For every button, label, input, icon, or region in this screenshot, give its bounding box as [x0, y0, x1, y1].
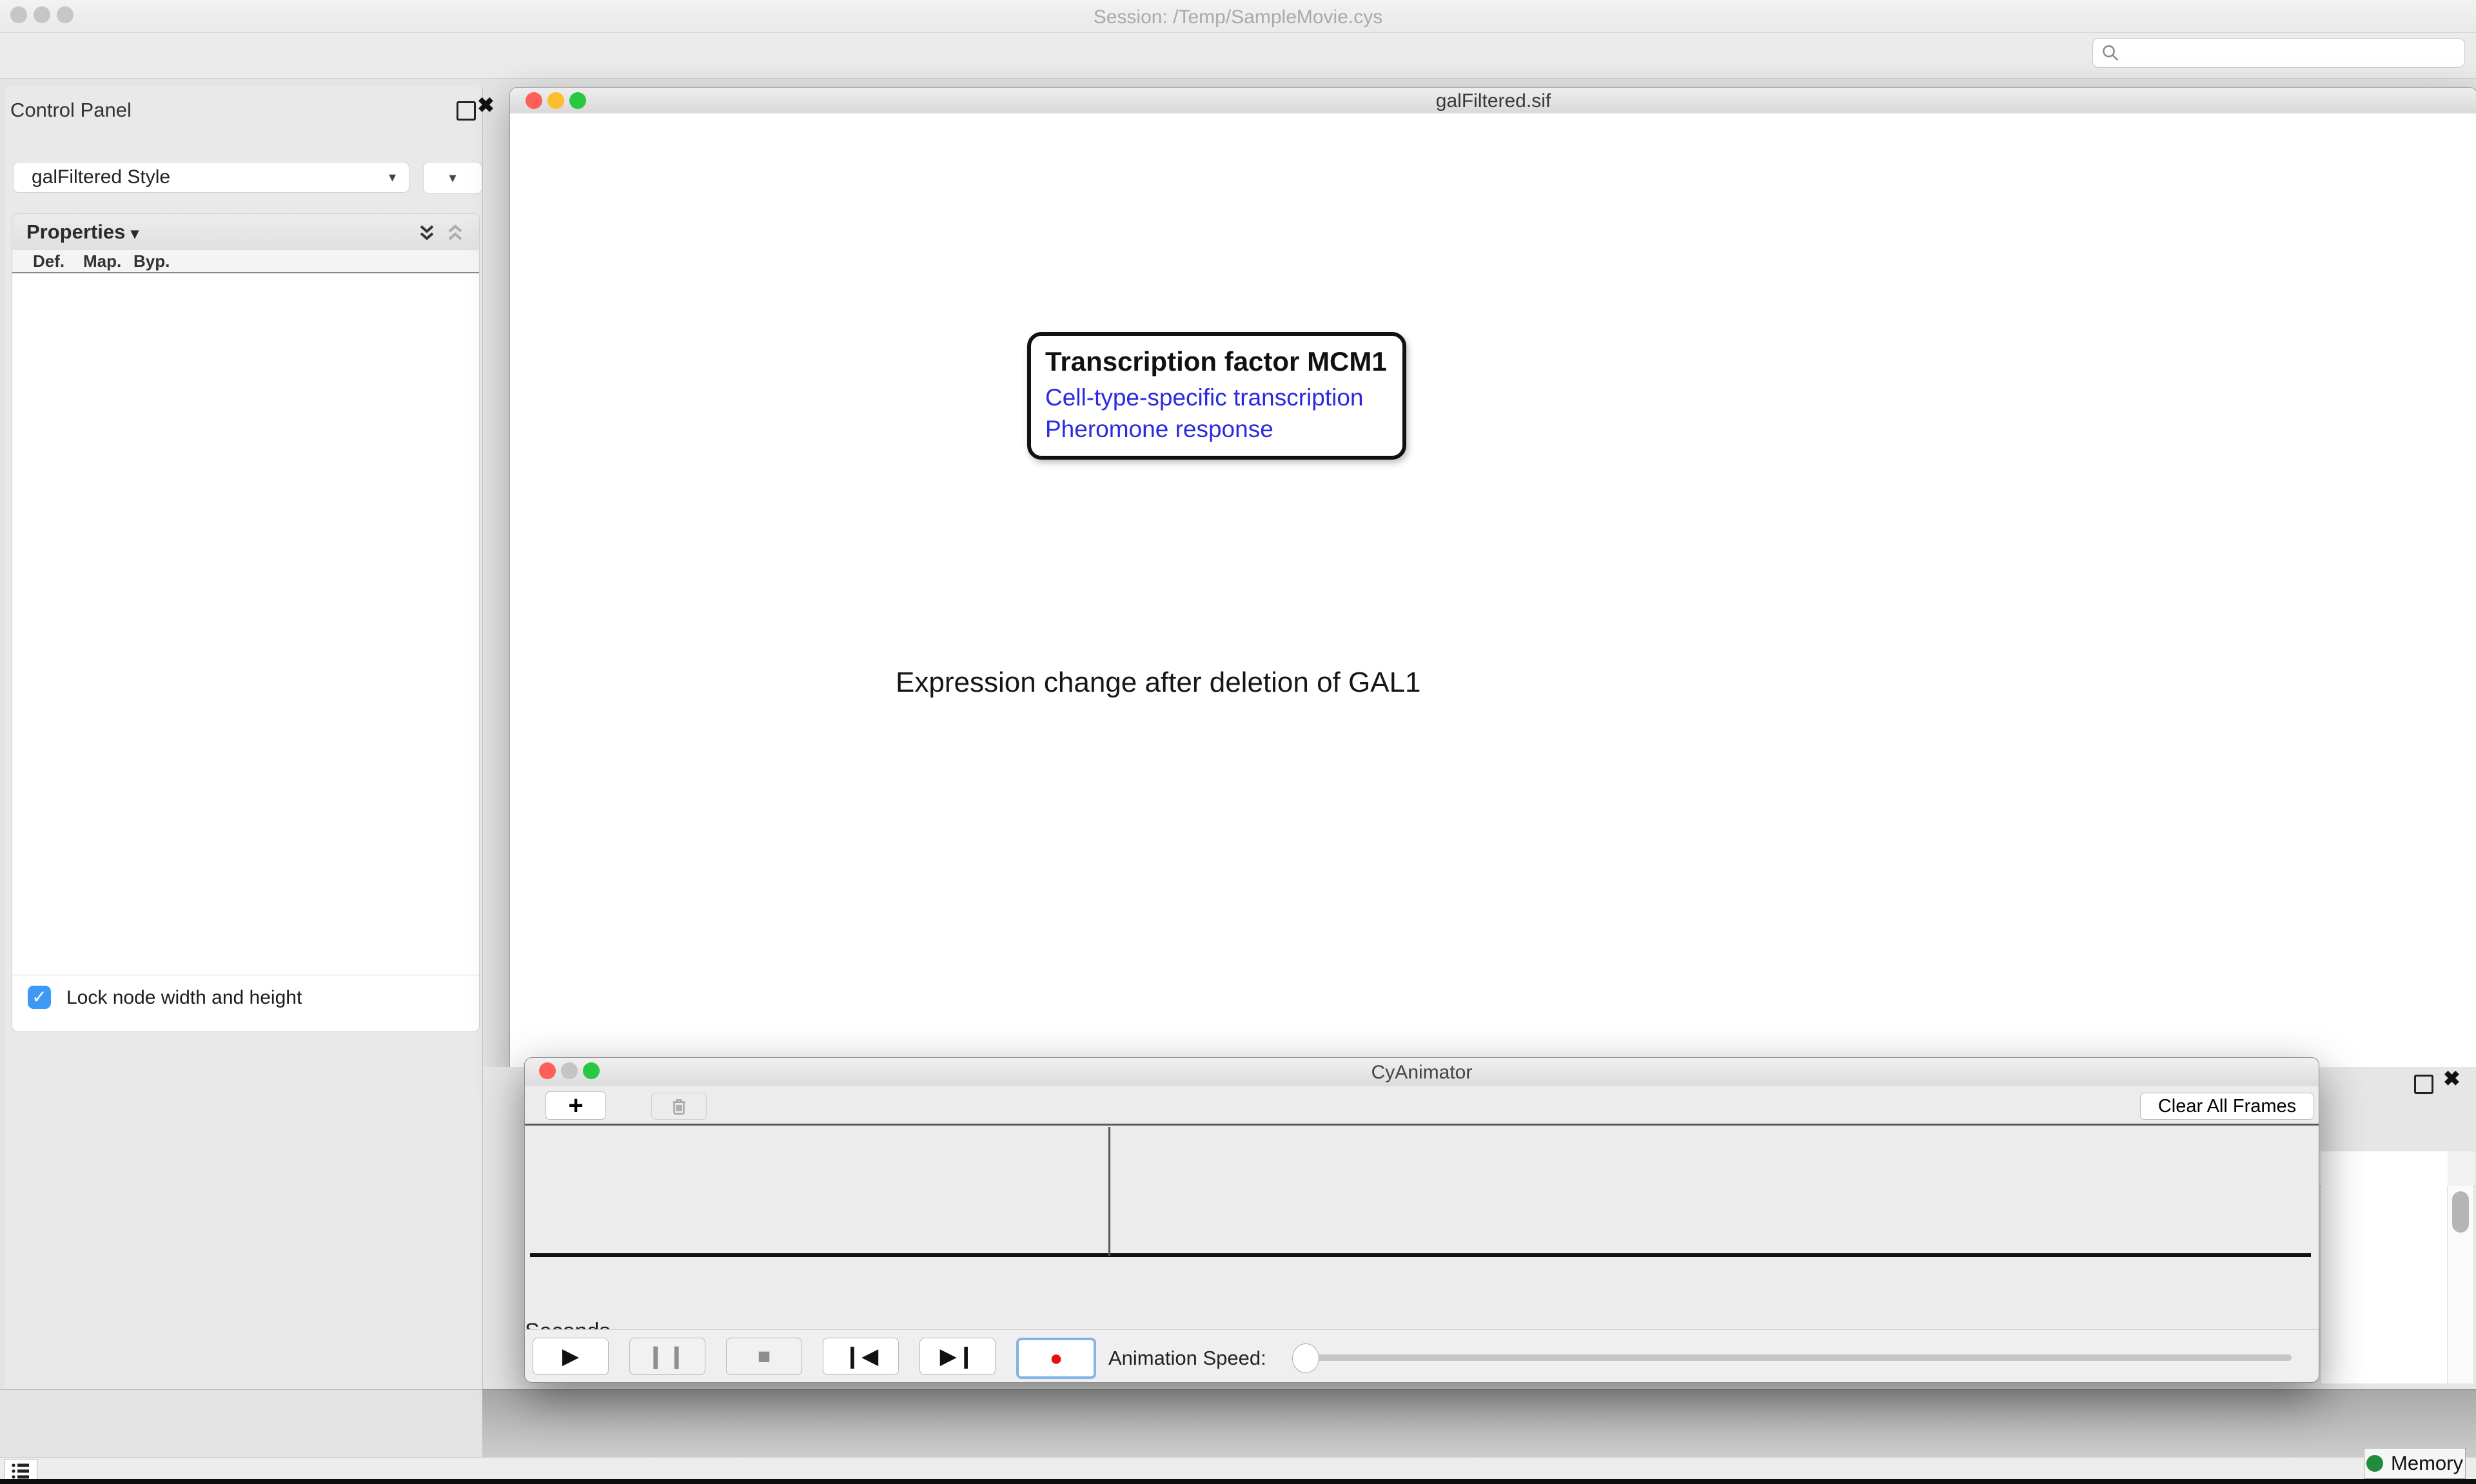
search-icon: [2103, 45, 2119, 61]
cyanimator-title: CyAnimator: [1371, 1062, 1473, 1083]
lock-checkbox[interactable]: ✓: [28, 986, 51, 1009]
pause-button[interactable]: ❙❙: [629, 1338, 705, 1375]
close-window-button[interactable]: [10, 6, 27, 23]
properties-column-header: Def. Map. Byp.: [12, 250, 479, 273]
status-bar: [0, 1457, 2476, 1479]
close-panel-icon[interactable]: ✖: [477, 93, 495, 117]
memory-status-icon: [2366, 1455, 2384, 1472]
skip-forward-button[interactable]: ▶❙: [919, 1338, 996, 1375]
maximize-icon[interactable]: [569, 92, 586, 109]
collapse-all-icon[interactable]: [444, 222, 466, 247]
control-panel-title: Control Panel: [10, 99, 132, 121]
network-caption: Expression change after deletion of GAL1: [896, 667, 1421, 698]
style-selector[interactable]: galFiltered Style ▾: [13, 162, 409, 193]
scrollbar-thumb[interactable]: [2452, 1191, 2469, 1233]
animation-speed-slider[interactable]: [1292, 1343, 2292, 1373]
minimize-window-button[interactable]: [34, 6, 50, 23]
close-icon[interactable]: [539, 1062, 556, 1079]
network-canvas[interactable]: Transcription factor MCM1 Cell-type-spec…: [510, 113, 2476, 1068]
control-panel-bottom: [0, 1389, 482, 1458]
chevron-down-icon: ▾: [388, 169, 396, 185]
lock-checkbox-label: Lock node width and height: [66, 987, 302, 1008]
memory-label: Memory: [2391, 1452, 2463, 1474]
minimize-icon[interactable]: [547, 92, 564, 109]
main-titlebar: Session: /Temp/SampleMovie.cys: [0, 0, 2476, 33]
annotation-link-2[interactable]: Pheromone response: [1045, 415, 1273, 442]
maximize-icon[interactable]: [583, 1062, 600, 1079]
skip-back-button[interactable]: ❙◀: [823, 1338, 899, 1375]
timeline-playhead[interactable]: [1108, 1127, 1110, 1256]
screen-edge: [0, 1479, 2476, 1484]
style-options-button[interactable]: ▾: [423, 162, 482, 194]
float-panel-icon[interactable]: [457, 101, 476, 121]
properties-header[interactable]: Properties ▾: [12, 214, 479, 251]
network-window-title: galFiltered.sif: [1435, 90, 1551, 112]
close-icon[interactable]: [526, 92, 542, 109]
expand-all-icon[interactable]: [416, 222, 438, 247]
annotation-box[interactable]: Transcription factor MCM1 Cell-type-spec…: [1027, 332, 1406, 460]
network-window: galFiltered.sif Transcription factor MCM…: [509, 87, 2476, 1068]
timeline-ruler: [530, 1253, 2311, 1257]
cyanimator-controls: ▶ ❙❙ ■ ❙◀ ▶❙ ● Animation Speed:: [525, 1329, 2319, 1382]
search-box[interactable]: [2092, 38, 2465, 68]
list-icon: [12, 1463, 29, 1479]
clear-all-frames-button[interactable]: Clear All Frames: [2140, 1093, 2314, 1120]
table-scrollbar[interactable]: [2447, 1186, 2473, 1383]
cyanimator-timeline[interactable]: Seconds: [525, 1126, 2319, 1343]
annotation-link-1[interactable]: Cell-type-specific transcription: [1045, 384, 1364, 411]
lock-row: ✓ Lock node width and height: [12, 975, 479, 1020]
table-body: [2321, 1151, 2448, 1383]
delete-frame-button[interactable]: [651, 1093, 707, 1120]
session-title: Session: /Temp/SampleMovie.cys: [1093, 6, 1383, 28]
close-table-icon[interactable]: ✖: [2443, 1067, 2461, 1090]
table-tab-bar: [482, 1389, 2476, 1458]
minimize-icon[interactable]: [561, 1062, 578, 1079]
animation-speed-label: Animation Speed:: [1108, 1347, 1266, 1369]
search-input[interactable]: [2120, 42, 2445, 64]
cyanimator-toolbar: + Clear All Frames: [525, 1086, 2319, 1126]
add-frame-button[interactable]: +: [545, 1091, 606, 1120]
memory-button[interactable]: Memory: [2364, 1448, 2466, 1479]
main-toolbar: [0, 33, 2476, 79]
cyanimator-titlebar[interactable]: CyAnimator: [525, 1058, 2319, 1087]
cyanimator-window: CyAnimator + Clear All Frames Seconds ▶ …: [524, 1057, 2319, 1383]
float-table-icon[interactable]: [2414, 1075, 2433, 1094]
play-button[interactable]: ▶: [533, 1338, 609, 1375]
slider-thumb[interactable]: [1292, 1343, 1319, 1373]
annotation-title: Transcription factor MCM1: [1045, 346, 1387, 376]
record-button[interactable]: ●: [1016, 1338, 1096, 1379]
trash-icon: [673, 1099, 685, 1115]
stop-button[interactable]: ■: [726, 1338, 802, 1375]
network-window-titlebar[interactable]: galFiltered.sif: [510, 88, 2476, 114]
properties-panel: Properties ▾ Def. Map. Byp. ✓ Lock node …: [12, 213, 480, 1032]
zoom-window-button[interactable]: [57, 6, 74, 23]
style-selector-value: galFiltered Style: [32, 166, 171, 188]
control-panel: Control Panel ✖ galFiltered Style ▾ ▾ Pr…: [5, 87, 495, 1389]
